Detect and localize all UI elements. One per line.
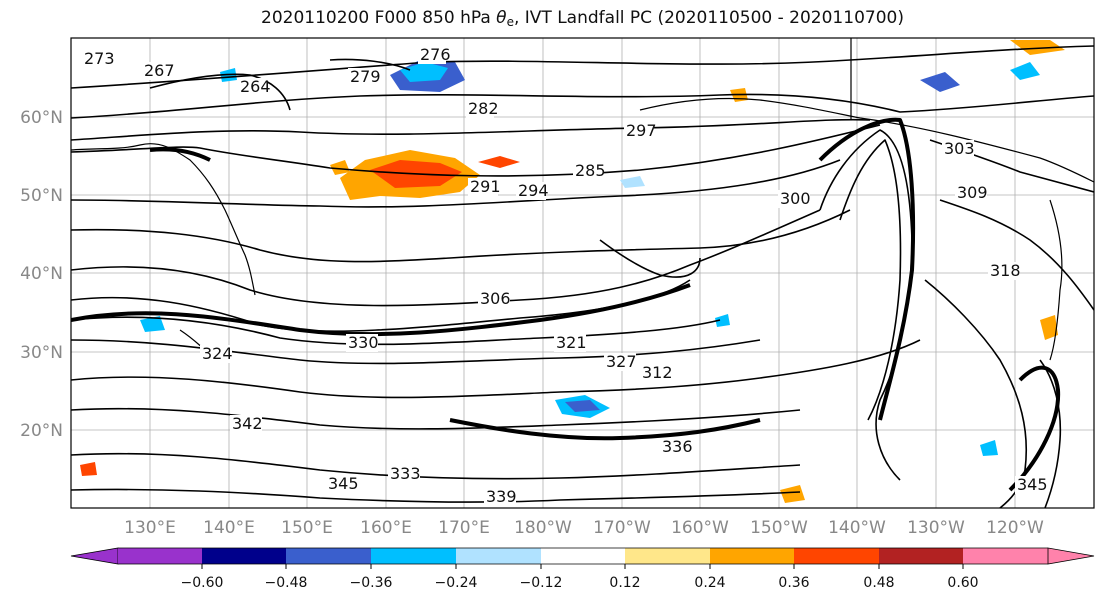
contour-label-273: 273 bbox=[84, 49, 115, 68]
lon-label-120w: 120°W bbox=[986, 518, 1044, 538]
colorbar-swatch-4 bbox=[456, 548, 541, 564]
lon-label-180w: 180°W bbox=[514, 518, 572, 538]
colorbar-swatch-0 bbox=[118, 548, 202, 564]
lon-label-130w: 130°W bbox=[907, 518, 965, 538]
contour-label-300: 300 bbox=[780, 189, 811, 208]
colorbar-swatch-8 bbox=[794, 548, 879, 564]
colorbar-swatch-5 bbox=[541, 548, 625, 564]
contour-label-285: 285 bbox=[575, 161, 606, 180]
colorbar-tick-8: 0.48 bbox=[863, 575, 894, 591]
lon-label-160e: 160°E bbox=[360, 518, 412, 538]
colorbar-swatch-9 bbox=[879, 548, 963, 564]
lon-label-140e: 140°E bbox=[203, 518, 255, 538]
contour-label-309: 309 bbox=[957, 183, 988, 202]
frontal-contours bbox=[71, 117, 1061, 492]
contour-label-345: 345 bbox=[328, 474, 359, 493]
colorbar-tick-9: 0.60 bbox=[947, 575, 978, 591]
colorbar-tick-1: −0.48 bbox=[265, 575, 308, 591]
colorbar-swatch-6 bbox=[625, 548, 710, 564]
title-subscript: e bbox=[506, 15, 514, 29]
lon-label-150e: 150°E bbox=[281, 518, 333, 538]
contour-label-330: 330 bbox=[348, 333, 379, 352]
colorbar-extend-max bbox=[1047, 547, 1095, 565]
contour-label-333: 333 bbox=[390, 464, 421, 483]
lat-label-40n: 40°N bbox=[20, 264, 63, 284]
colorbar-tick-4: −0.12 bbox=[520, 575, 563, 591]
contour-label-306: 306 bbox=[480, 289, 511, 308]
contour-label-279: 279 bbox=[350, 67, 381, 86]
contour-label-324: 324 bbox=[202, 344, 233, 363]
lat-label-30n: 30°N bbox=[20, 343, 63, 363]
coastlines bbox=[71, 38, 1094, 361]
contour-label-312: 312 bbox=[642, 363, 673, 382]
theta-e-contours bbox=[71, 45, 1094, 508]
colorbar-swatch-10 bbox=[963, 548, 1048, 564]
lon-label-130e: 130°E bbox=[124, 518, 176, 538]
contour-label-318: 318 bbox=[990, 261, 1021, 280]
lon-label-170w: 170°W bbox=[593, 518, 651, 538]
colorbar-tick-2: −0.36 bbox=[350, 575, 393, 591]
colorbar-extend-min bbox=[70, 547, 119, 565]
lat-label-20n: 20°N bbox=[20, 421, 63, 441]
title-suffix: , IVT Landfall PC (2020110500 - 20201107… bbox=[513, 8, 904, 28]
colorbar: −0.60 −0.48 −0.36 −0.24 −0.12 0.12 0.24 … bbox=[70, 547, 1095, 591]
contour-label-264: 264 bbox=[240, 77, 271, 96]
contour-label-339: 339 bbox=[486, 487, 517, 506]
colorbar-tick-6: 0.24 bbox=[694, 575, 725, 591]
colorbar-tick-7: 0.36 bbox=[778, 575, 809, 591]
contour-label-321: 321 bbox=[556, 333, 587, 352]
colorbar-tick-5: 0.12 bbox=[609, 575, 640, 591]
colorbar-tick-3: −0.24 bbox=[435, 575, 478, 591]
colorbar-swatch-7 bbox=[710, 548, 794, 564]
lon-label-140w: 140°W bbox=[828, 518, 886, 538]
map-frame bbox=[70, 37, 1095, 509]
lat-label-50n: 50°N bbox=[20, 186, 63, 206]
contour-label-336: 336 bbox=[662, 437, 693, 456]
contour-label-297: 297 bbox=[626, 121, 657, 140]
lon-label-150w: 150°W bbox=[750, 518, 808, 538]
contour-label-276: 276 bbox=[420, 45, 451, 64]
lon-label-170e: 170°E bbox=[438, 518, 490, 538]
contour-label-267: 267 bbox=[144, 61, 175, 80]
contour-label-327: 327 bbox=[606, 352, 637, 371]
title-prefix: 2020110200 F000 850 hPa bbox=[261, 8, 497, 28]
colorbar-swatch-3 bbox=[371, 548, 456, 564]
colorbar-swatch-2 bbox=[286, 548, 371, 564]
contour-label-282: 282 bbox=[468, 99, 499, 118]
map-title: 2020110200 F000 850 hPa θe, IVT Landfall… bbox=[0, 8, 1105, 29]
contour-label-345-east: 345 bbox=[1017, 475, 1048, 494]
lon-label-160w: 160°W bbox=[671, 518, 729, 538]
title-theta: θ bbox=[496, 8, 507, 28]
colorbar-tick-0: −0.60 bbox=[181, 575, 224, 591]
lat-label-60n: 60°N bbox=[20, 108, 63, 128]
contour-labels: 273 267 264 276 279 282 285 291 294 297 … bbox=[82, 45, 1048, 506]
contour-label-342: 342 bbox=[232, 414, 263, 433]
contour-label-291: 291 bbox=[470, 177, 501, 196]
colorbar-swatch-1 bbox=[202, 548, 286, 564]
contour-label-294: 294 bbox=[518, 181, 549, 200]
contour-label-303: 303 bbox=[944, 139, 975, 158]
